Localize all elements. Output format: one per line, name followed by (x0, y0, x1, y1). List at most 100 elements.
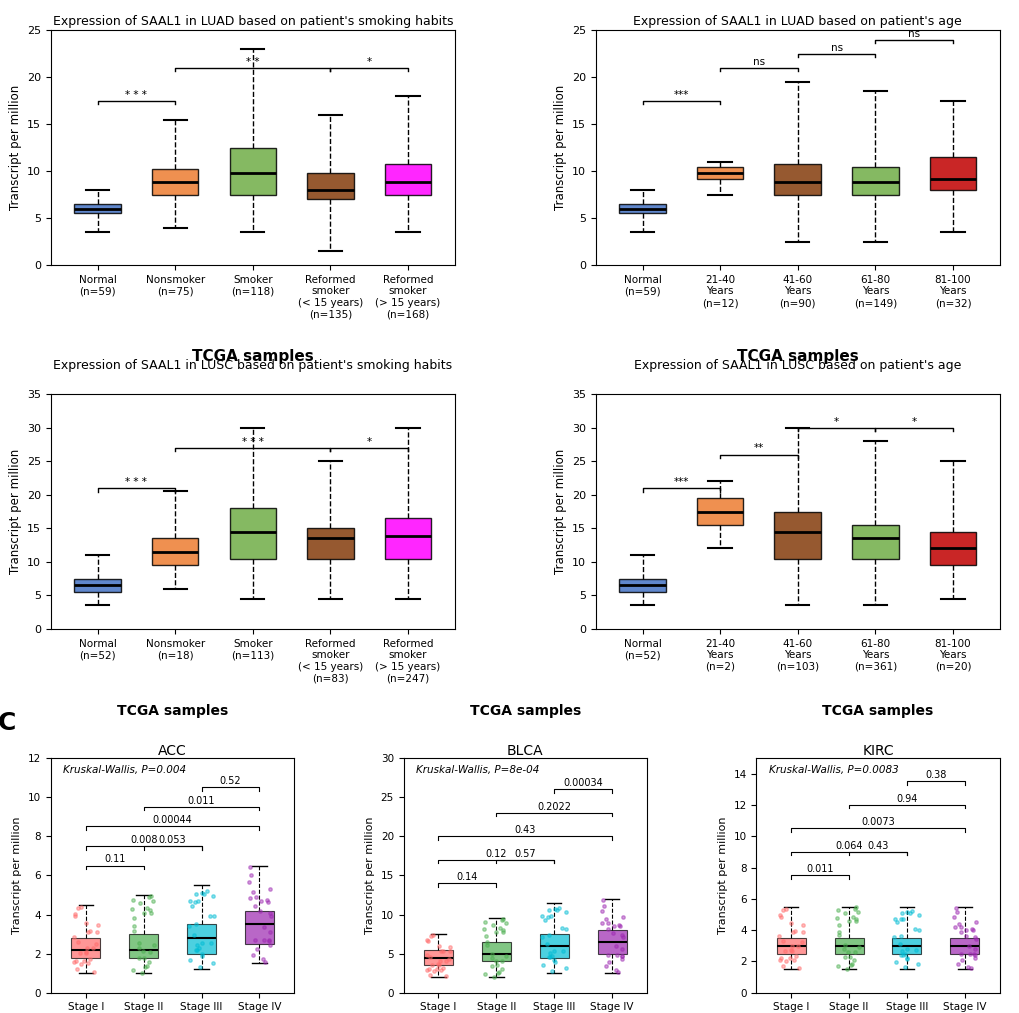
Point (497, 948, 514, 964)
Point (828, 910, 845, 926)
Point (190, 942, 206, 958)
Point (836, 949, 852, 965)
Point (125, 910, 142, 926)
Point (828, 958, 845, 975)
Point (131, 895, 148, 912)
Point (440, 950, 457, 966)
Point (422, 949, 438, 965)
Point (556, 959, 573, 976)
Point (477, 914, 493, 930)
Point (906, 922, 922, 938)
Point (130, 940, 147, 956)
Point (71, 945, 88, 961)
Point (961, 946, 977, 962)
Point (613, 948, 630, 964)
Point (66, 954, 83, 970)
Point (773, 957, 790, 973)
Y-axis label: Transcript per million: Transcript per million (553, 85, 566, 211)
Point (136, 949, 152, 965)
Text: TCGA samples: TCGA samples (469, 704, 581, 718)
Point (538, 936, 554, 952)
Point (898, 905, 914, 921)
Point (836, 937, 852, 953)
Point (966, 941, 982, 957)
Point (245, 946, 261, 962)
Point (247, 898, 263, 914)
Point (594, 891, 610, 908)
Text: 0.011: 0.011 (187, 796, 215, 805)
Point (557, 904, 574, 920)
PathPatch shape (384, 164, 431, 194)
Point (542, 909, 558, 925)
Point (545, 943, 561, 959)
Title: Expression of SAAL1 in LUSC based on patient's age: Expression of SAAL1 in LUSC based on pat… (634, 360, 961, 372)
Text: ns: ns (907, 28, 919, 38)
Point (419, 932, 435, 948)
Point (608, 947, 625, 963)
Text: ns: ns (752, 57, 764, 67)
Point (247, 932, 263, 948)
Point (891, 935, 907, 951)
PathPatch shape (539, 934, 569, 957)
Point (837, 906, 853, 922)
Point (896, 959, 912, 976)
Point (259, 893, 275, 910)
Point (441, 943, 458, 959)
Point (181, 952, 198, 968)
Point (614, 909, 631, 925)
Point (430, 956, 446, 972)
Point (143, 905, 159, 921)
Point (83, 950, 99, 966)
Point (430, 937, 446, 953)
Text: ***: *** (673, 477, 689, 487)
Point (894, 943, 910, 959)
Point (613, 927, 630, 943)
PathPatch shape (950, 938, 978, 953)
Point (893, 928, 909, 944)
Point (557, 921, 574, 937)
Point (839, 960, 855, 977)
Point (261, 932, 277, 948)
Point (599, 921, 615, 937)
PathPatch shape (74, 578, 120, 592)
Point (425, 927, 441, 943)
Point (952, 946, 968, 962)
Point (959, 958, 975, 975)
Point (593, 903, 609, 919)
Point (540, 927, 556, 943)
Point (543, 947, 559, 963)
Text: *: * (367, 57, 372, 67)
Point (137, 959, 153, 976)
Point (783, 943, 799, 959)
PathPatch shape (384, 519, 431, 558)
PathPatch shape (851, 166, 898, 194)
PathPatch shape (481, 942, 511, 961)
Point (181, 893, 198, 910)
Point (963, 921, 979, 937)
Point (143, 887, 159, 904)
Point (146, 937, 162, 953)
Point (597, 958, 613, 975)
Point (784, 938, 800, 954)
Title: ACC: ACC (158, 744, 186, 758)
Text: TCGA samples: TCGA samples (736, 348, 858, 364)
Point (898, 941, 914, 957)
Point (192, 940, 208, 956)
Point (893, 906, 909, 922)
Point (242, 859, 258, 875)
Text: * * *: * * * (125, 89, 147, 99)
Point (240, 873, 257, 889)
PathPatch shape (152, 169, 199, 194)
PathPatch shape (619, 204, 665, 214)
Point (774, 902, 791, 918)
Point (493, 960, 510, 977)
Point (607, 938, 624, 954)
Text: 0.053: 0.053 (159, 835, 186, 845)
Point (793, 934, 809, 950)
Point (966, 949, 982, 965)
Point (85, 939, 101, 955)
Text: 0.94: 0.94 (896, 794, 917, 803)
Point (180, 919, 197, 935)
Point (850, 939, 866, 955)
PathPatch shape (245, 911, 274, 944)
